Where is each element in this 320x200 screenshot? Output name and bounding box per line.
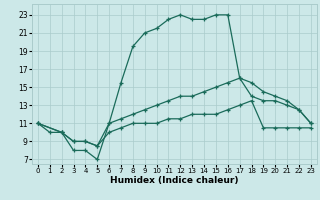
X-axis label: Humidex (Indice chaleur): Humidex (Indice chaleur) xyxy=(110,176,239,185)
